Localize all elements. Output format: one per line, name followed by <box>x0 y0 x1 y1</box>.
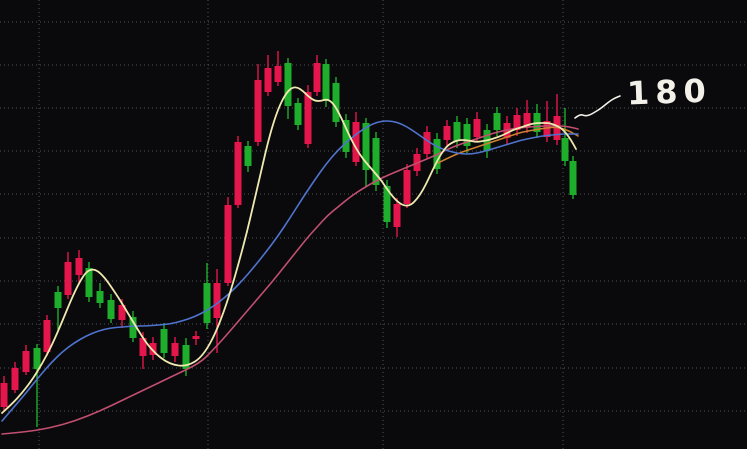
candle-body <box>362 123 370 170</box>
candle-body <box>274 66 282 82</box>
candle-body <box>393 204 401 227</box>
candle-body <box>224 205 232 283</box>
candle-body <box>523 113 531 127</box>
candle-body <box>149 343 157 355</box>
candle-body <box>107 300 115 319</box>
candle-body <box>304 92 312 144</box>
candle-body <box>129 317 137 338</box>
candle-body <box>352 122 360 162</box>
annotation-pointer-line <box>574 95 621 119</box>
candle-body <box>372 138 380 185</box>
candle-body <box>54 292 62 308</box>
ma-short-yellow-line <box>1 86 577 414</box>
candle-body <box>423 132 431 154</box>
candle-body <box>284 63 292 106</box>
candle-body <box>244 146 252 166</box>
candle-body <box>453 122 461 141</box>
candle-body <box>33 348 41 369</box>
candle-body <box>443 126 451 140</box>
candle-body <box>493 113 501 130</box>
candle-body <box>463 124 471 146</box>
candle-body <box>403 170 411 204</box>
candle-body <box>75 258 83 275</box>
candle-body <box>332 83 340 122</box>
candle-body <box>264 68 272 92</box>
candle-body <box>322 64 330 101</box>
ma-long-rose-line <box>1 125 579 435</box>
candle-body <box>96 291 104 303</box>
candle-body <box>561 138 569 161</box>
candle-body <box>254 80 262 142</box>
candle-body <box>513 115 521 130</box>
candle-body <box>313 63 321 92</box>
price-annotation: 180 <box>626 71 713 113</box>
candle-body <box>182 345 190 369</box>
candle-body <box>234 142 242 205</box>
candle-body <box>473 119 481 137</box>
candle-body <box>118 305 126 320</box>
candle-body <box>85 268 93 297</box>
candle-body <box>11 368 19 390</box>
candle-body <box>213 283 221 318</box>
candle-body <box>294 103 302 125</box>
candle-body <box>171 343 179 356</box>
candle-body <box>543 121 551 137</box>
candle-body <box>139 338 147 356</box>
candle-body <box>22 351 30 372</box>
candle-body <box>203 283 211 323</box>
ma-medium-blue-line <box>1 120 579 422</box>
candle-body <box>0 383 8 407</box>
candle-body <box>192 336 200 339</box>
candle-body <box>383 186 391 222</box>
candle-body <box>64 262 72 295</box>
candle-body <box>342 120 350 152</box>
candle-body <box>43 320 51 352</box>
candle-body <box>569 161 577 195</box>
candle-body <box>160 329 168 353</box>
